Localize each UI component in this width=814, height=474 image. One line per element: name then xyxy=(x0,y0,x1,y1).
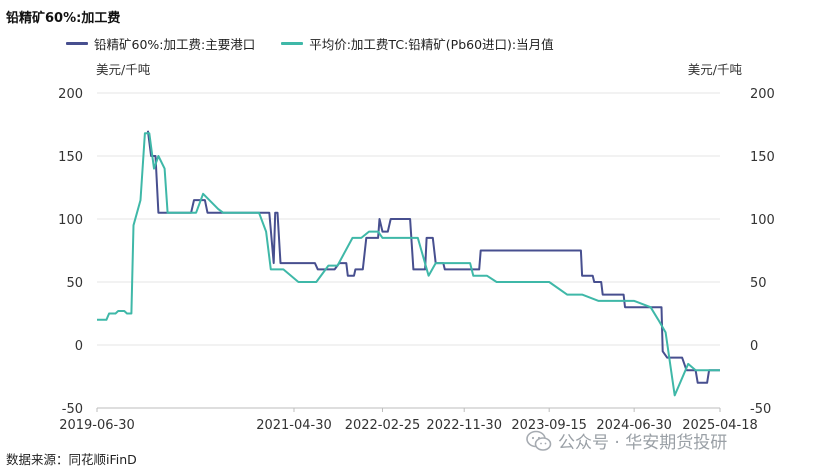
legend-swatch-series-2 xyxy=(281,42,304,45)
legend-label-series-1: 铅精矿60%:加工费:主要港口 xyxy=(94,37,256,52)
y-tick-left-0: 0 xyxy=(75,339,83,354)
x-tick-label-0: 2019-06-30 xyxy=(59,418,135,433)
legend-swatch-series-1 xyxy=(66,42,88,45)
y-tick-right-50: 50 xyxy=(750,276,767,291)
y-tick-right-0: 0 xyxy=(750,339,758,354)
legend-label-series-2: 平均价:加工费TC:铅精矿(Pb60进口):当月值 xyxy=(309,37,554,52)
left-axis-unit: 美元/千吨 xyxy=(96,62,151,77)
right-axis-unit: 美元/千吨 xyxy=(687,62,742,77)
y-tick-right-150: 150 xyxy=(750,150,775,165)
x-tick-label-3: 2022-11-30 xyxy=(426,418,502,433)
y-tick-right-200: 200 xyxy=(750,87,775,102)
y-tick-right-100: 100 xyxy=(750,213,775,228)
x-tick-label-4: 2023-09-15 xyxy=(511,418,587,433)
wechat-icon xyxy=(526,430,552,451)
y-tick-left-100: 100 xyxy=(58,213,83,228)
y-tick-left-50: 50 xyxy=(66,276,83,291)
y-tick-left-150: 150 xyxy=(58,150,83,165)
series-line-2 xyxy=(97,132,720,397)
data-source-note: 数据来源：同花顺iFinD xyxy=(6,452,137,467)
x-tick-label-2: 2022-02-25 xyxy=(345,418,421,433)
chart-legend: 铅精矿60%:加工费:主要港口 平均价:加工费TC:铅精矿(Pb60进口):当月… xyxy=(66,34,554,53)
legend-item-series-1[interactable]: 铅精矿60%:加工费:主要港口 xyxy=(66,34,255,53)
watermark: 公众号 · 华安期货投研 xyxy=(526,428,727,453)
y-tick-left-200: 200 xyxy=(58,87,83,102)
y-tick-left--50: -50 xyxy=(62,402,83,417)
watermark-text: 公众号 · 华安期货投研 xyxy=(558,433,728,453)
legend-item-series-2[interactable]: 平均价:加工费TC:铅精矿(Pb60进口):当月值 xyxy=(281,34,554,53)
chart-title: 铅精矿60%:加工费 xyxy=(6,11,121,26)
x-tick-label-1: 2021-04-30 xyxy=(256,418,332,433)
x-tick-label-6: 2025-04-18 xyxy=(682,418,758,433)
y-tick-right--50: -50 xyxy=(750,402,771,417)
x-tick-label-5: 2024-06-30 xyxy=(596,418,672,433)
